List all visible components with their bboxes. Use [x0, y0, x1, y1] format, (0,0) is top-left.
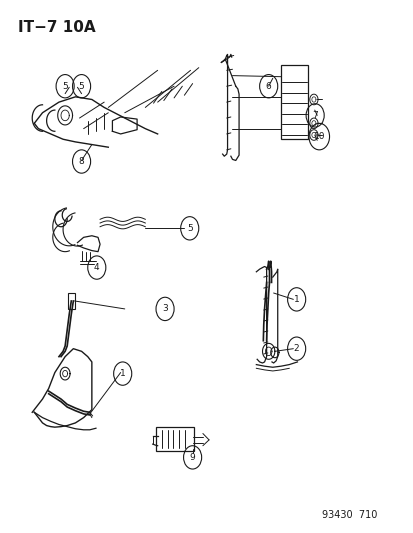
Text: 5: 5 — [78, 82, 84, 91]
Text: 5: 5 — [62, 82, 68, 91]
Text: 1: 1 — [119, 369, 125, 378]
Text: 7: 7 — [311, 111, 317, 120]
Text: 93430  710: 93430 710 — [321, 510, 377, 520]
Text: 10: 10 — [313, 132, 324, 141]
Text: 9: 9 — [189, 453, 195, 462]
Text: 3: 3 — [162, 304, 168, 313]
Text: 1: 1 — [293, 295, 299, 304]
Text: 4: 4 — [94, 263, 100, 272]
Text: 2: 2 — [293, 344, 299, 353]
Text: IT−7 10A: IT−7 10A — [18, 20, 95, 35]
Text: 6: 6 — [265, 82, 271, 91]
Text: 5: 5 — [186, 224, 192, 233]
Text: 8: 8 — [78, 157, 84, 166]
